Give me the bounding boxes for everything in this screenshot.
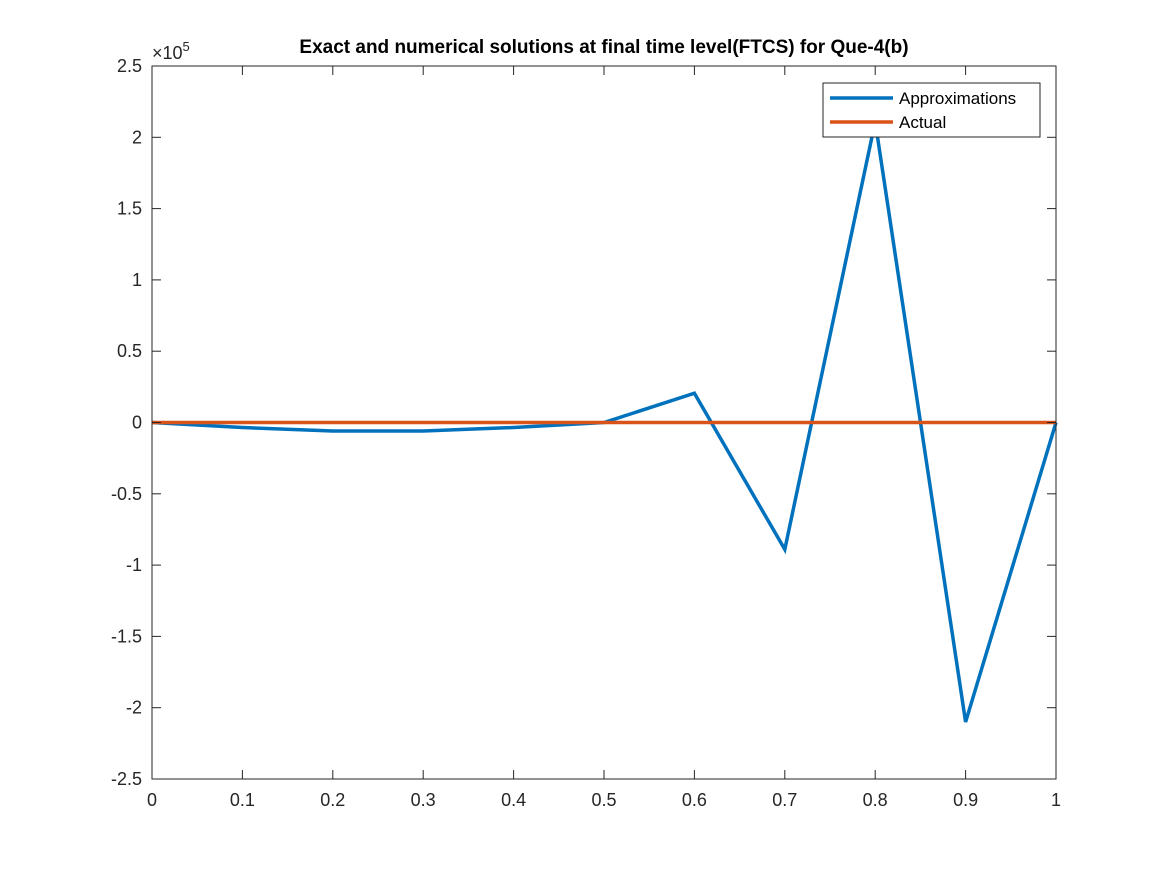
y-exponent-base: 10 [163,43,183,63]
y-tick-label: 0.5 [117,341,142,361]
y-exponent-times: × [152,43,163,63]
legend: Approximations Actual [822,82,1041,138]
y-exponent-power: 5 [183,39,190,54]
x-tick-label: 0.7 [772,790,797,810]
legend-label-actual: Actual [899,113,946,132]
legend-label-approximations: Approximations [899,89,1016,108]
legend-box [822,82,1041,138]
tick-layer [151,65,1057,780]
x-tick-label: 0.8 [863,790,888,810]
x-tick-label: 1 [1051,790,1061,810]
y-tick-label: 1 [132,270,142,290]
x-tick-label: 0.1 [230,790,255,810]
y-tick-label: 0 [132,413,142,433]
x-tick-label: 0.3 [411,790,436,810]
x-tick-label: 0 [147,790,157,810]
y-tick-label: -2.5 [111,769,142,789]
y-tick-label: 1.5 [117,199,142,219]
y-exponent-label: ×105 [152,39,190,63]
series-layer [151,121,1058,723]
y-tick-label: -1 [126,555,142,575]
x-tick-label: 0.4 [501,790,526,810]
tick-label-layer: 0 0.1 0.2 0.3 0.4 0.5 0.6 0.7 0.8 0.9 1 -2.5 -2 -1.5 -… [111,56,1061,810]
y-tick-label: 2.5 [117,56,142,76]
y-tick-label: -1.5 [111,626,142,646]
x-tick-label: 0.2 [320,790,345,810]
chart-title: Exact and numerical solutions at final t… [299,37,908,58]
x-tick-label: 0.6 [682,790,707,810]
y-tick-label: -0.5 [111,484,142,504]
x-tick-label: 0.9 [953,790,978,810]
x-tick-label: 0.5 [591,790,616,810]
y-tick-label: -2 [126,698,142,718]
y-tick-label: 2 [132,127,142,147]
